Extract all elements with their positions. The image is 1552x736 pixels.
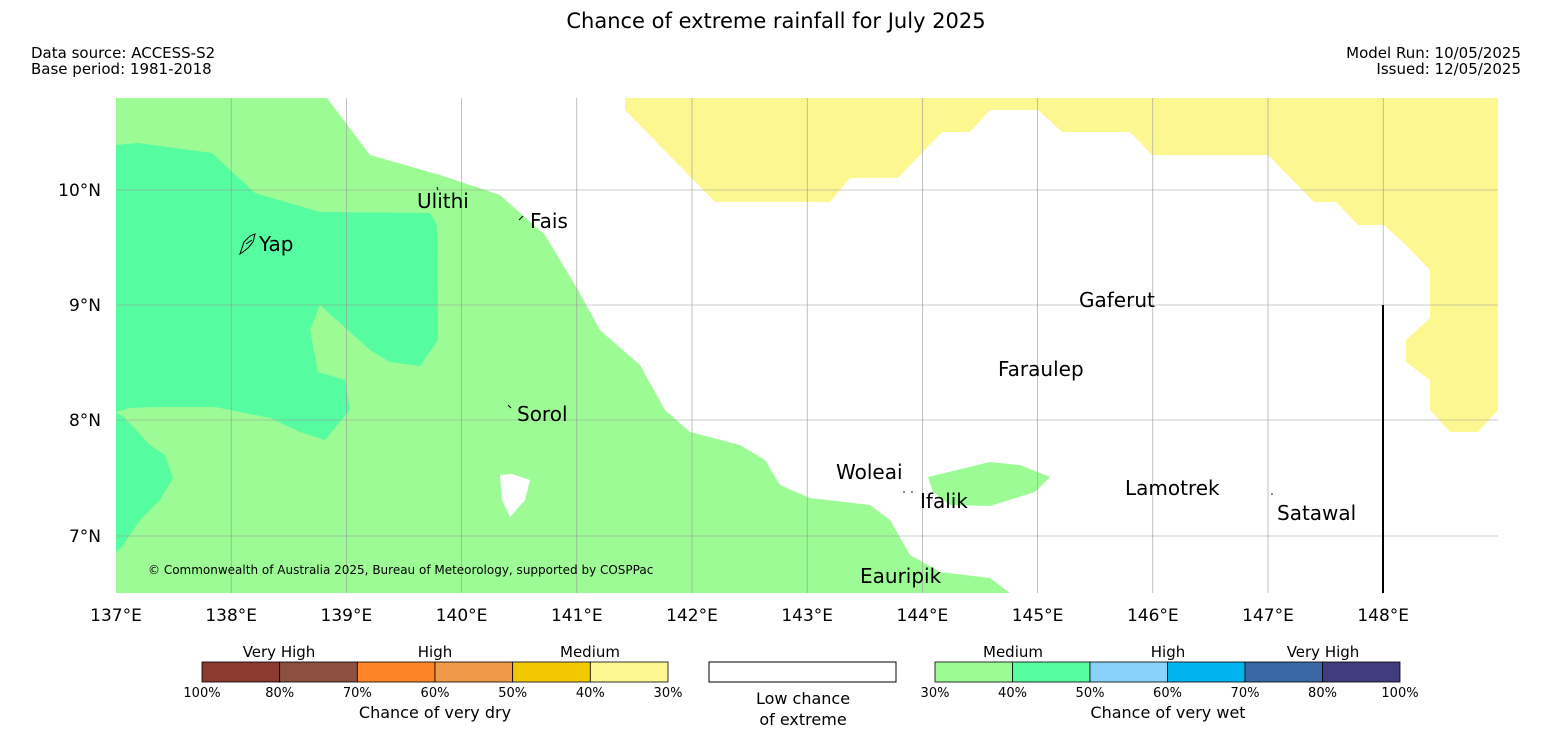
lon-label: 142°E: [666, 606, 718, 626]
legend-dry-swatches: [201, 661, 669, 683]
lon-label: 145°E: [1012, 606, 1064, 626]
legend-low-chance: Low chance of extreme: [708, 661, 897, 729]
longitude-labels: 137°E 138°E 139°E 140°E 141°E 142°E 143°E 144°E…: [90, 606, 1409, 626]
island-label-lamotrek: Lamotrek: [1125, 476, 1220, 500]
lon-label: 140°E: [436, 606, 488, 626]
lat-label: 9°N: [69, 296, 101, 316]
legend-tick-label: 100%: [1381, 686, 1418, 701]
page-title: Chance of extreme rainfall for July 2025: [566, 9, 986, 33]
island-label-ifalik: Ifalik: [920, 489, 968, 513]
legend-swatch: [1167, 661, 1246, 683]
legend-tick-label: 60%: [421, 686, 450, 701]
sorol-mark: [507, 404, 512, 409]
legend-wet-ticks: 30% 40% 50% 60% 70% 80% 100%: [921, 686, 1419, 701]
legend-wet-title: Chance of very wet: [1090, 703, 1245, 722]
lon-label: 146°E: [1127, 606, 1179, 626]
legend-swatch: [589, 661, 669, 683]
header-left: Data source: ACCESS-S2 Base period: 1981…: [31, 45, 215, 77]
legend-dry-title: Chance of very dry: [359, 703, 511, 722]
island-label-sorol: Sorol: [517, 402, 568, 426]
island-label-satawal: Satawal: [1277, 501, 1356, 525]
legend-low-chance-line2: of extreme: [759, 710, 846, 729]
island-label-fais: Fais: [530, 209, 568, 233]
latitude-labels: 10°N 9°N 8°N 7°N: [58, 181, 101, 547]
lon-label: 144°E: [897, 606, 949, 626]
wet-medium-patch-east: [928, 462, 1050, 506]
header-right: Model Run: 10/05/2025 Issued: 12/05/2025: [1346, 45, 1521, 77]
low-chance-hole: [500, 474, 530, 517]
legend-tick-label: 80%: [1308, 686, 1337, 701]
legend-wet-group-high: High: [1151, 643, 1185, 661]
legend-low-chance-line1: Low chance: [756, 689, 850, 708]
legend-dry: Very High High Medium 100% 80% 70% 60% 50% 40…: [183, 643, 682, 722]
legend-swatch: [1012, 661, 1091, 683]
legend-tick-label: 80%: [265, 686, 294, 701]
lon-label: 138°E: [205, 606, 257, 626]
legend-swatch: [434, 661, 514, 683]
legend-tick-label: 50%: [498, 686, 527, 701]
legend-wet-swatches: [934, 661, 1401, 683]
legend-tick-label: 70%: [343, 686, 372, 701]
legend-tick-label: 40%: [998, 686, 1027, 701]
legend-tick-label: 70%: [1231, 686, 1260, 701]
legend-dry-group-medium: Medium: [560, 643, 620, 661]
legend-swatch: [512, 661, 591, 683]
lon-label: 143°E: [781, 606, 833, 626]
wet-medium-dark-region: [116, 143, 438, 440]
legend-tick-label: 40%: [576, 686, 605, 701]
island-label-woleai: Woleai: [836, 460, 903, 484]
legend-swatch: [934, 661, 1013, 683]
legend-tick-label: 60%: [1153, 686, 1182, 701]
island-label-gaferut: Gaferut: [1079, 288, 1155, 312]
legend-dry-group-high: High: [418, 643, 452, 661]
legend-swatch: [1089, 661, 1168, 683]
wet-medium-dark-region-south: [116, 412, 173, 552]
legend-dry-group-very-high: Very High: [243, 643, 316, 661]
data-source-text: Data source: ACCESS-S2: [31, 44, 216, 62]
lat-label: 10°N: [58, 181, 101, 201]
legend-dry-ticks: 100% 80% 70% 60% 50% 40% 30%: [183, 686, 682, 701]
base-period-text: Base period: 1981-2018: [31, 60, 212, 78]
island-label-eauripik: Eauripik: [860, 564, 942, 588]
satawal-mark: [1271, 493, 1273, 495]
lat-label: 7°N: [69, 527, 101, 547]
copyright-text: © Commonwealth of Australia 2025, Bureau…: [148, 563, 653, 577]
legend-tick-label: 30%: [921, 686, 950, 701]
island-label-faraulep: Faraulep: [998, 357, 1084, 381]
legend-tick-label: 100%: [183, 686, 220, 701]
legend-swatch: [1244, 661, 1323, 683]
issued-text: Issued: 12/05/2025: [1376, 60, 1521, 78]
legend-wet: Medium High Very High 30% 40% 50% 60% 70% 80%…: [921, 643, 1419, 722]
legend-tick-label: 30%: [654, 686, 683, 701]
legend-tick-label: 50%: [1076, 686, 1105, 701]
lon-label: 139°E: [321, 606, 373, 626]
dry-medium-region: [625, 98, 1498, 432]
map-area: [116, 98, 1498, 593]
lon-label: 141°E: [551, 606, 603, 626]
lat-label: 8°N: [69, 411, 101, 431]
woleai-mark: [903, 491, 905, 493]
model-run-text: Model Run: 10/05/2025: [1346, 44, 1521, 62]
lon-label: 147°E: [1242, 606, 1294, 626]
lon-label: 148°E: [1357, 606, 1409, 626]
ulithi-mark: [436, 186, 439, 191]
lon-label: 137°E: [90, 606, 142, 626]
legend-swatch: [279, 661, 358, 683]
fais-mark: [518, 215, 524, 221]
legend-low-chance-swatch: [708, 661, 897, 683]
ifalik-mark: [911, 491, 913, 493]
legend-wet-group-medium: Medium: [983, 643, 1043, 661]
legend-wet-group-very-high: Very High: [1287, 643, 1360, 661]
legend-swatch: [201, 661, 281, 683]
yap-outline: [239, 233, 256, 256]
legend-swatch: [356, 661, 436, 683]
legend-swatch: [1322, 661, 1401, 683]
island-label-ulithi: Ulithi: [417, 189, 469, 213]
island-label-yap: Yap: [258, 232, 293, 256]
